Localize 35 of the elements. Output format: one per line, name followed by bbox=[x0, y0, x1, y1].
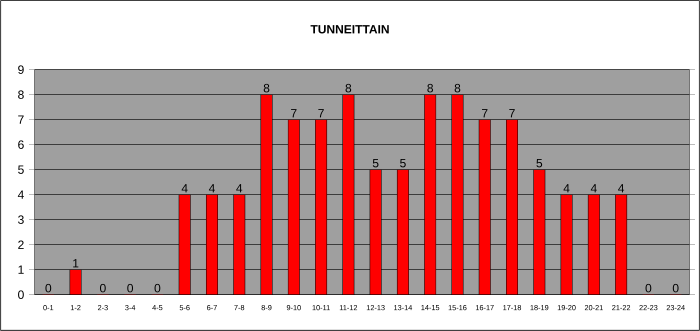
data-label: 4 bbox=[564, 184, 570, 192]
y-tick-label: 4 bbox=[18, 190, 24, 199]
data-label: 8 bbox=[427, 84, 434, 92]
data-label: 7 bbox=[482, 109, 488, 118]
data-label: 0 bbox=[672, 284, 679, 292]
data-label: 0 bbox=[45, 284, 52, 292]
data-label: 8 bbox=[264, 84, 270, 92]
data-label: 4 bbox=[208, 184, 215, 192]
y-tick-label: 0 bbox=[18, 290, 24, 299]
data-label: 4 bbox=[590, 184, 597, 192]
data-label: 7 bbox=[291, 109, 297, 118]
chart-title: TUNNEITTAIN bbox=[310, 25, 389, 34]
data-label: 1 bbox=[73, 259, 78, 268]
data-label: 0 bbox=[127, 284, 134, 292]
y-tick-label: 8 bbox=[18, 90, 24, 99]
data-label: 4 bbox=[182, 184, 188, 192]
data-label: 5 bbox=[400, 159, 406, 168]
data-label: 7 bbox=[318, 109, 324, 118]
y-tick-label: 2 bbox=[18, 240, 24, 249]
data-label: 0 bbox=[154, 284, 160, 292]
data-label: 8 bbox=[346, 84, 352, 92]
y-tick-label: 5 bbox=[18, 165, 24, 174]
data-label: 4 bbox=[236, 184, 242, 192]
data-label: 4 bbox=[618, 184, 624, 192]
data-label: 7 bbox=[509, 109, 515, 118]
y-tick-label: 1 bbox=[18, 266, 24, 274]
y-tick-label: 3 bbox=[18, 215, 24, 224]
data-label: 0 bbox=[646, 284, 652, 292]
data-label: 5 bbox=[372, 159, 378, 168]
data-label: 5 bbox=[536, 159, 542, 168]
data-label: 0 bbox=[100, 284, 106, 292]
data-label: 8 bbox=[454, 84, 460, 92]
y-tick-label: 6 bbox=[18, 140, 24, 149]
y-tick-label: 9 bbox=[18, 65, 24, 74]
y-tick-label: 7 bbox=[18, 116, 24, 124]
